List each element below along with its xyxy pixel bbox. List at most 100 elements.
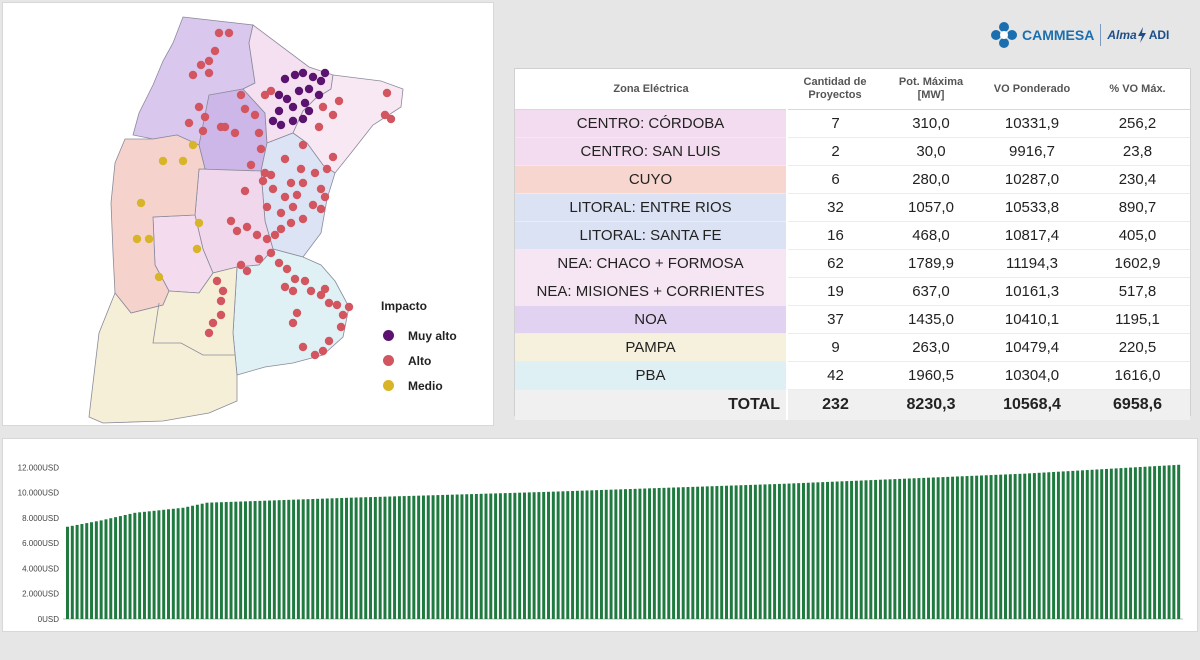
chart-bar[interactable]	[186, 506, 190, 619]
project-dot-alto[interactable]	[298, 342, 308, 352]
chart-bar[interactable]	[340, 497, 344, 619]
project-dot-alto[interactable]	[188, 70, 198, 80]
chart-bar[interactable]	[258, 500, 262, 619]
project-dot-alto[interactable]	[300, 276, 310, 286]
project-dot-muy-alto[interactable]	[288, 116, 298, 126]
project-dot-medio[interactable]	[132, 234, 142, 244]
chart-bar[interactable]	[474, 493, 478, 619]
chart-bar[interactable]	[628, 489, 632, 619]
chart-bar[interactable]	[590, 490, 594, 619]
chart-bar[interactable]	[1042, 472, 1046, 619]
header-pot[interactable]: Pot. Máxima [MW]	[883, 69, 979, 110]
chart-bar[interactable]	[821, 482, 825, 619]
chart-bar[interactable]	[1167, 465, 1171, 619]
chart-bar[interactable]	[797, 483, 801, 619]
header-vo[interactable]: VO Ponderado	[979, 69, 1085, 110]
chart-bar[interactable]	[450, 494, 454, 619]
chart-bar[interactable]	[243, 501, 247, 619]
project-dot-alto[interactable]	[232, 226, 242, 236]
chart-bar[interactable]	[773, 484, 777, 619]
chart-bar[interactable]	[306, 499, 310, 619]
chart-bar[interactable]	[705, 486, 709, 619]
chart-bar[interactable]	[1076, 470, 1080, 619]
chart-bar[interactable]	[200, 503, 204, 619]
chart-bar[interactable]	[571, 490, 575, 619]
chart-bar[interactable]	[282, 500, 286, 619]
project-dot-alto[interactable]	[324, 336, 334, 346]
project-dot-muy-alto[interactable]	[280, 74, 290, 84]
project-dot-alto[interactable]	[298, 214, 308, 224]
chart-bar[interactable]	[181, 507, 185, 619]
project-dot-alto[interactable]	[254, 128, 264, 138]
project-dot-alto[interactable]	[204, 328, 214, 338]
chart-bar[interactable]	[619, 489, 623, 619]
chart-bar[interactable]	[133, 512, 137, 619]
chart-bar[interactable]	[1066, 471, 1070, 619]
chart-bar[interactable]	[248, 501, 252, 619]
project-dot-alto[interactable]	[298, 140, 308, 150]
project-dot-alto[interactable]	[332, 300, 342, 310]
table-row[interactable]: NOA 37 1435,0 10410,1 1195,1	[515, 305, 1190, 334]
chart-bar[interactable]	[171, 508, 175, 619]
chart-bar[interactable]	[965, 476, 969, 619]
project-dot-alto[interactable]	[268, 184, 278, 194]
chart-bar[interactable]	[109, 518, 113, 619]
chart-bar[interactable]	[142, 511, 146, 619]
chart-bar[interactable]	[662, 487, 666, 619]
chart-bar[interactable]	[1157, 465, 1161, 619]
project-dot-alto[interactable]	[220, 122, 230, 132]
chart-bar[interactable]	[272, 500, 276, 619]
project-dot-alto[interactable]	[320, 284, 330, 294]
chart-bar[interactable]	[960, 476, 964, 619]
project-dot-muy-alto[interactable]	[298, 68, 308, 78]
chart-bar[interactable]	[470, 494, 474, 619]
chart-bar[interactable]	[167, 509, 170, 619]
project-dot-alto[interactable]	[292, 190, 302, 200]
project-dot-alto[interactable]	[258, 176, 268, 186]
chart-bar[interactable]	[114, 517, 118, 619]
project-dot-alto[interactable]	[286, 218, 296, 228]
chart-bar[interactable]	[912, 478, 916, 619]
project-dot-muy-alto[interactable]	[282, 94, 292, 104]
chart-bar[interactable]	[1047, 472, 1051, 619]
project-dot-alto[interactable]	[204, 56, 214, 66]
project-dot-muy-alto[interactable]	[294, 86, 304, 96]
project-dot-muy-alto[interactable]	[300, 98, 310, 108]
project-dot-alto[interactable]	[212, 276, 222, 286]
chart-bar[interactable]	[253, 501, 257, 619]
chart-bar[interactable]	[359, 497, 363, 619]
project-dot-alto[interactable]	[328, 152, 338, 162]
project-dot-alto[interactable]	[316, 290, 326, 300]
project-dot-muy-alto[interactable]	[304, 84, 314, 94]
project-dot-alto[interactable]	[286, 178, 296, 188]
chart-bar[interactable]	[123, 514, 127, 619]
chart-bar[interactable]	[777, 483, 781, 619]
project-dot-alto[interactable]	[292, 308, 302, 318]
chart-bar[interactable]	[1004, 474, 1007, 619]
project-dot-alto[interactable]	[318, 346, 328, 356]
chart-bar[interactable]	[927, 477, 931, 619]
table-row[interactable]: CUYO 6 280,0 10287,0 230,4	[515, 165, 1190, 194]
chart-bar[interactable]	[1032, 473, 1036, 619]
chart-bar[interactable]	[633, 488, 637, 619]
project-dot-muy-alto[interactable]	[298, 114, 308, 124]
project-dot-alto[interactable]	[266, 86, 276, 96]
project-dot-muy-alto[interactable]	[314, 90, 324, 100]
chart-bar[interactable]	[378, 496, 382, 619]
chart-bar[interactable]	[383, 496, 387, 619]
chart-bar[interactable]	[878, 479, 882, 619]
chart-bar[interactable]	[806, 482, 810, 619]
chart-bar[interactable]	[354, 497, 358, 619]
chart-bar[interactable]	[542, 491, 546, 619]
chart-bar[interactable]	[648, 488, 652, 619]
chart-bar[interactable]	[864, 480, 868, 619]
project-dot-alto[interactable]	[324, 298, 334, 308]
chart-bar[interactable]	[566, 491, 570, 619]
project-dot-alto[interactable]	[218, 286, 228, 296]
chart-bar[interactable]	[373, 496, 377, 619]
project-dot-alto[interactable]	[250, 110, 260, 120]
chart-bar[interactable]	[104, 519, 108, 619]
project-dot-muy-alto[interactable]	[308, 72, 318, 82]
chart-bar[interactable]	[508, 492, 512, 619]
chart-bar[interactable]	[859, 480, 863, 619]
